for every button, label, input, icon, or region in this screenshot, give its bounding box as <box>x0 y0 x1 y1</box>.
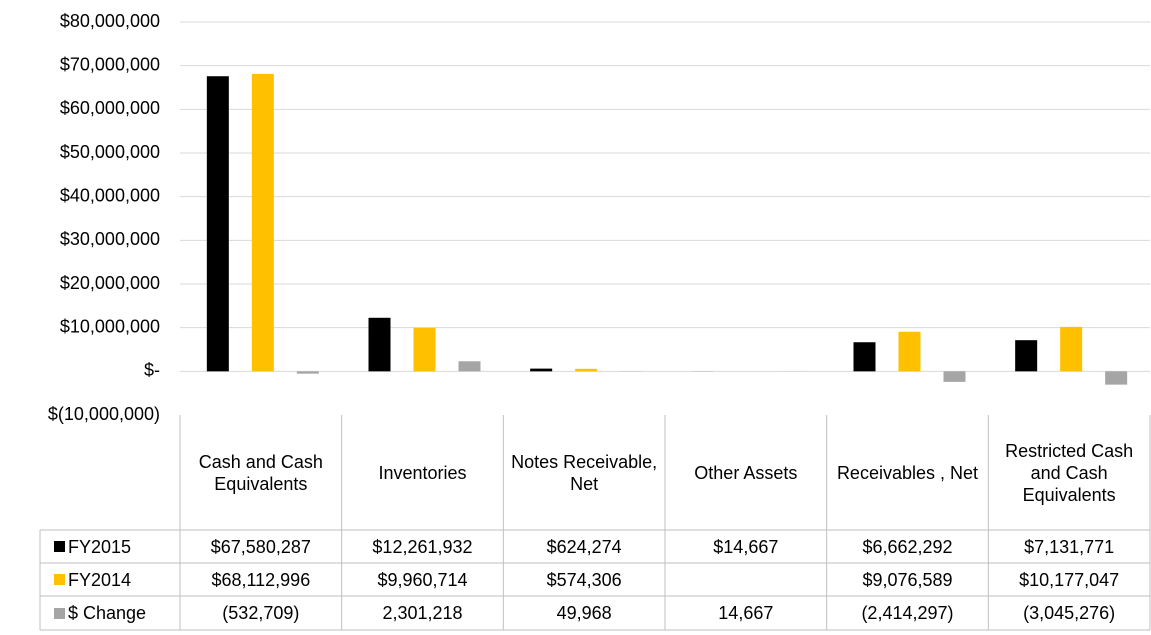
category-label: Inventories <box>378 462 467 483</box>
category-label: Cash and Cash Equivalents <box>198 451 323 494</box>
bar <box>413 327 436 372</box>
bar <box>575 368 598 372</box>
legend-key <box>54 541 65 552</box>
table-value: $10,177,047 <box>1019 569 1120 590</box>
table-value: $14,667 <box>713 536 779 557</box>
bar <box>206 76 229 372</box>
table-value: $67,580,287 <box>210 536 311 557</box>
y-tick-label: $10,000,000 <box>60 316 160 336</box>
bar <box>296 371 319 374</box>
bar <box>853 342 876 372</box>
table-value: $12,261,932 <box>372 536 473 557</box>
bar <box>898 331 921 372</box>
table-value: (532,709) <box>222 603 300 623</box>
category-label: Notes Receivable, Net <box>511 451 658 494</box>
legend-label: FY2015 <box>68 536 132 557</box>
y-tick-label: $80,000,000 <box>60 11 160 31</box>
y-tick-label: $40,000,000 <box>60 185 160 205</box>
bar <box>1060 326 1083 372</box>
table-value: 49,968 <box>556 603 612 623</box>
y-tick-label: $60,000,000 <box>60 98 160 118</box>
legend-key <box>54 574 65 585</box>
bar <box>458 361 481 372</box>
legend-row: FY2015 <box>40 530 180 563</box>
category-label: Restricted Cash and Cash Equivalents <box>1005 440 1134 505</box>
bar <box>1105 371 1128 385</box>
table-value: $574,306 <box>546 569 622 590</box>
table-value: $624,274 <box>546 536 622 557</box>
legend-key <box>54 607 65 619</box>
table-value <box>665 563 827 596</box>
bar <box>530 368 553 372</box>
table-value: 14,667 <box>718 603 774 623</box>
legend-row: $ Change <box>40 596 180 630</box>
y-tick-label: $20,000,000 <box>60 273 160 293</box>
y-tick-label: $30,000,000 <box>60 229 160 249</box>
legend-label: FY2014 <box>68 569 132 590</box>
category-label: Other Assets <box>694 462 798 483</box>
y-tick-label: $50,000,000 <box>60 142 160 162</box>
bar <box>251 73 274 372</box>
y-tick-label: $- <box>144 360 160 380</box>
bar <box>943 371 966 382</box>
table-value: 2,301,218 <box>382 603 463 623</box>
table-value: (3,045,276) <box>1023 603 1116 623</box>
legend-row: FY2014 <box>40 563 180 596</box>
table-value: $6,662,292 <box>862 536 953 557</box>
legend-label: $ Change <box>68 603 147 623</box>
bar <box>368 317 391 372</box>
table-value: $7,131,771 <box>1024 536 1115 557</box>
category-label: Receivables , Net <box>836 462 979 483</box>
table-value: $9,960,714 <box>377 569 468 590</box>
table-value: $68,112,996 <box>211 569 311 590</box>
table-value: $9,076,589 <box>862 569 953 590</box>
y-tick-label: $(10,000,000) <box>48 404 160 424</box>
y-tick-label: $70,000,000 <box>60 54 160 74</box>
table-value: (2,414,297) <box>861 603 954 623</box>
bar <box>1015 340 1038 372</box>
